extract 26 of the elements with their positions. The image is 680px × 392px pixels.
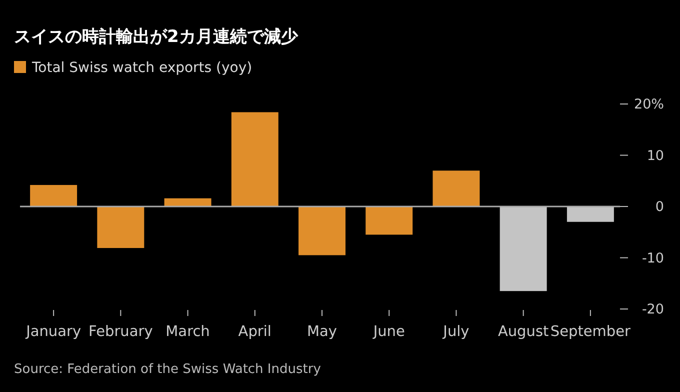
bar <box>231 112 278 206</box>
source-note: Source: Federation of the Swiss Watch Industry <box>14 362 322 377</box>
bar <box>30 184 78 206</box>
y-tick-label: -10 <box>642 250 664 266</box>
bar <box>500 206 547 292</box>
x-tick-label: March <box>166 324 210 340</box>
x-tick-label: January <box>25 324 82 340</box>
chart-title: スイスの時計輸出が2カ月連続で減少 <box>14 27 299 47</box>
bar <box>366 206 413 235</box>
x-tick-label: May <box>307 324 338 340</box>
bar <box>164 198 212 206</box>
bar <box>298 206 346 256</box>
x-tick-label: April <box>238 324 272 340</box>
y-tick-label: 20% <box>634 96 664 113</box>
y-tick-label: 0 <box>655 199 664 216</box>
legend-label: Total Swiss watch exports (yoy) <box>31 60 252 76</box>
y-tick-label: -20 <box>642 302 664 318</box>
bar <box>566 206 614 222</box>
bar <box>97 206 144 248</box>
x-tick-label: September <box>550 324 631 340</box>
bar <box>432 170 480 206</box>
x-tick-label: August <box>498 324 550 340</box>
x-tick-label: February <box>88 324 154 340</box>
x-tick-label: June <box>372 324 405 340</box>
x-tick-label: July <box>442 324 470 340</box>
y-tick-label: 10 <box>646 148 664 164</box>
